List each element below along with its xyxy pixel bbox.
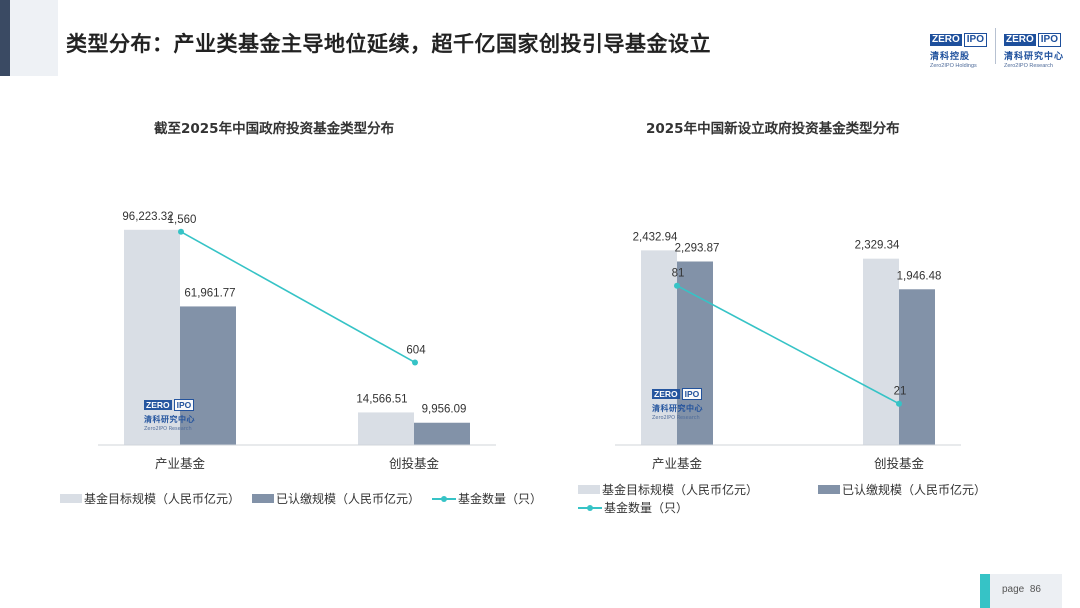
data-label-count-1: 21 [894, 386, 907, 398]
data-label-target-1: 2,329.34 [855, 240, 900, 252]
data-label-paid-1: 9,956.09 [422, 404, 467, 416]
legend-label-target: 基金目标规模（人民币亿元） [602, 483, 759, 497]
zero2ipo-holdings-logo: ZERO IPO 清科控股 Zero2IPO Holdings [930, 27, 988, 69]
bar-paid-0 [180, 306, 236, 445]
data-label-target-1: 14,566.51 [356, 393, 407, 405]
data-label-paid-0: 2,293.87 [675, 242, 720, 254]
legend-swatch-count [578, 503, 602, 512]
watermark-logo-right: ZERO IPO 清科研究中心 Zero2IPO Research [652, 388, 703, 421]
count-line [180, 231, 416, 364]
data-label-paid-1: 1,946.48 [897, 270, 942, 282]
legend-label-target: 基金目标规模（人民币亿元） [84, 492, 241, 506]
legend-right-paid: 已认缴规模（人民币亿元） [818, 481, 986, 498]
category-label-0: 产业基金 [155, 456, 206, 471]
count-line [676, 284, 900, 405]
legend-right-count: 基金数量（只） [578, 499, 688, 516]
count-point-0 [178, 228, 184, 235]
chart-title-right: 2025年中国新设立政府投资基金类型分布 [646, 121, 900, 137]
watermark-logo-left: ZERO IPO 清科研究中心 Zero2IPO Research [144, 399, 195, 432]
bar-target-0 [641, 250, 677, 445]
data-label-count-1: 604 [406, 344, 426, 356]
legend-swatch-count [432, 494, 457, 503]
bar-target-1 [358, 412, 414, 445]
data-label-count-0: 81 [672, 268, 685, 280]
legend-left: 基金目标规模（人民币亿元） 已认缴规模（人民币亿元） 基金数量（只） [60, 490, 542, 507]
legend-swatch-paid [818, 485, 840, 494]
page-title: 类型分布：产业类基金主导地位延续，超千亿国家创投引导基金设立 [66, 32, 711, 56]
data-label-count-0: 1,560 [168, 214, 197, 226]
data-label-target-0: 96,223.32 [122, 211, 173, 223]
data-label-paid-0: 61,961.77 [184, 287, 235, 299]
bar-target-1 [863, 258, 899, 445]
page-footer [980, 574, 1062, 608]
legend-label-count: 基金数量（只） [604, 501, 689, 515]
page-number: page 86 [1002, 584, 1041, 595]
bar-paid-1 [899, 289, 935, 445]
category-label-0: 产业基金 [652, 456, 703, 471]
page-footer-accent [980, 574, 990, 608]
header-accent-bar [0, 0, 10, 76]
bar-paid-0 [677, 261, 713, 445]
legend-swatch-target [60, 494, 82, 503]
legend-right-target: 基金目标规模（人民币亿元） [578, 481, 758, 498]
legend-label-paid: 已认缴规模（人民币亿元） [842, 483, 987, 497]
legend-label-count: 基金数量（只） [458, 492, 543, 506]
count-point-0 [674, 282, 680, 289]
category-label-1: 创投基金 [389, 456, 440, 471]
data-label-target-0: 2,432.94 [633, 231, 678, 243]
count-point-1 [896, 400, 902, 407]
bar-paid-1 [414, 422, 470, 445]
legend-swatch-target [578, 485, 600, 494]
zero2ipo-research-logo: ZERO IPO 清科研究中心 Zero2IPO Research [1004, 33, 1065, 69]
header-title-box [10, 0, 58, 76]
legend-swatch-paid [252, 494, 275, 503]
legend-label-paid: 已认缴规模（人民币亿元） [276, 492, 421, 506]
category-label-1: 创投基金 [874, 456, 925, 471]
count-point-1 [412, 359, 418, 366]
logo-separator [995, 28, 996, 64]
chart-title-left: 截至2025年中国政府投资基金类型分布 [154, 121, 395, 137]
